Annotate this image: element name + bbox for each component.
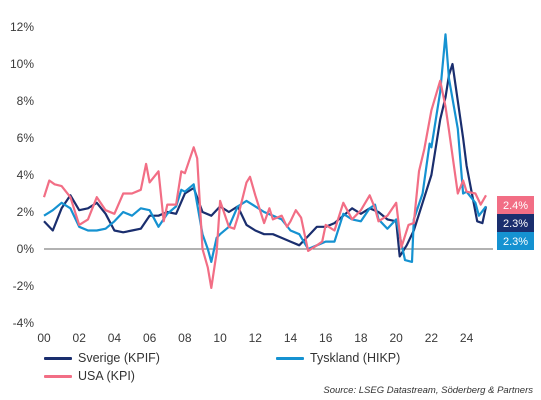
series-lines <box>42 33 488 289</box>
end-badge-label: 2.3% <box>503 236 528 248</box>
y-axis-tick-labels: 12% 10% 8% 6% 4% 2% 0% -2% -4% <box>10 20 34 330</box>
legend-item-tyskland: Tyskland (HIKP) <box>276 351 400 365</box>
y-tick-label: 2% <box>17 205 35 219</box>
source-note: Source: LSEG Datastream, Söderberg & Par… <box>323 385 533 396</box>
x-tick-label: 08 <box>178 331 192 345</box>
legend-label-sverige: Sverige (KPIF) <box>78 351 160 365</box>
y-tick-label: 12% <box>10 20 34 34</box>
legend-item-sverige: Sverige (KPIF) <box>44 351 160 365</box>
legend-label-usa: USA (KPI) <box>78 369 135 383</box>
end-badge-label: 2.3% <box>503 218 528 230</box>
x-tick-label: 10 <box>213 331 227 345</box>
x-tick-label: 12 <box>249 331 263 345</box>
series-line-sverige-kpif <box>43 62 488 258</box>
x-tick-label: 16 <box>319 331 333 345</box>
x-tick-label: 20 <box>389 331 403 345</box>
y-tick-label: -2% <box>13 279 35 293</box>
end-badge-tyskland-hikp <box>497 232 534 250</box>
x-tick-label: 02 <box>73 331 87 345</box>
x-tick-label: 24 <box>460 331 474 345</box>
x-tick-label: 04 <box>108 331 122 345</box>
end-badge-label: 2.4% <box>503 200 528 212</box>
end-value-badges: 2.4% 2.3% 2.3% <box>497 196 534 250</box>
y-tick-label: 4% <box>17 168 35 182</box>
end-badge-sverige-kpif <box>497 214 534 232</box>
legend-label-tyskland: Tyskland (HIKP) <box>310 351 401 365</box>
y-tick-label: 6% <box>17 131 35 145</box>
y-tick-label: -4% <box>13 316 35 330</box>
legend-item-usa: USA (KPI) <box>44 369 135 383</box>
x-tick-label: 14 <box>284 331 298 345</box>
legend-swatch-usa <box>44 374 72 378</box>
x-axis-tick-labels: 00 02 04 06 08 10 12 14 16 18 20 22 24 <box>37 331 473 345</box>
x-tick-label: 00 <box>37 331 51 345</box>
x-tick-label: 18 <box>354 331 368 345</box>
end-badge-usa-kpi <box>497 196 534 214</box>
legend-swatch-sverige <box>44 356 72 360</box>
x-tick-label: 06 <box>143 331 157 345</box>
series-line-tyskland-hikp <box>43 33 487 263</box>
y-tick-label: 0% <box>17 242 35 256</box>
series-line-usa-kpi <box>42 79 487 289</box>
x-tick-label: 22 <box>425 331 439 345</box>
y-tick-label: 10% <box>10 57 34 71</box>
y-tick-label: 8% <box>17 94 35 108</box>
legend-swatch-tyskland <box>276 356 304 360</box>
